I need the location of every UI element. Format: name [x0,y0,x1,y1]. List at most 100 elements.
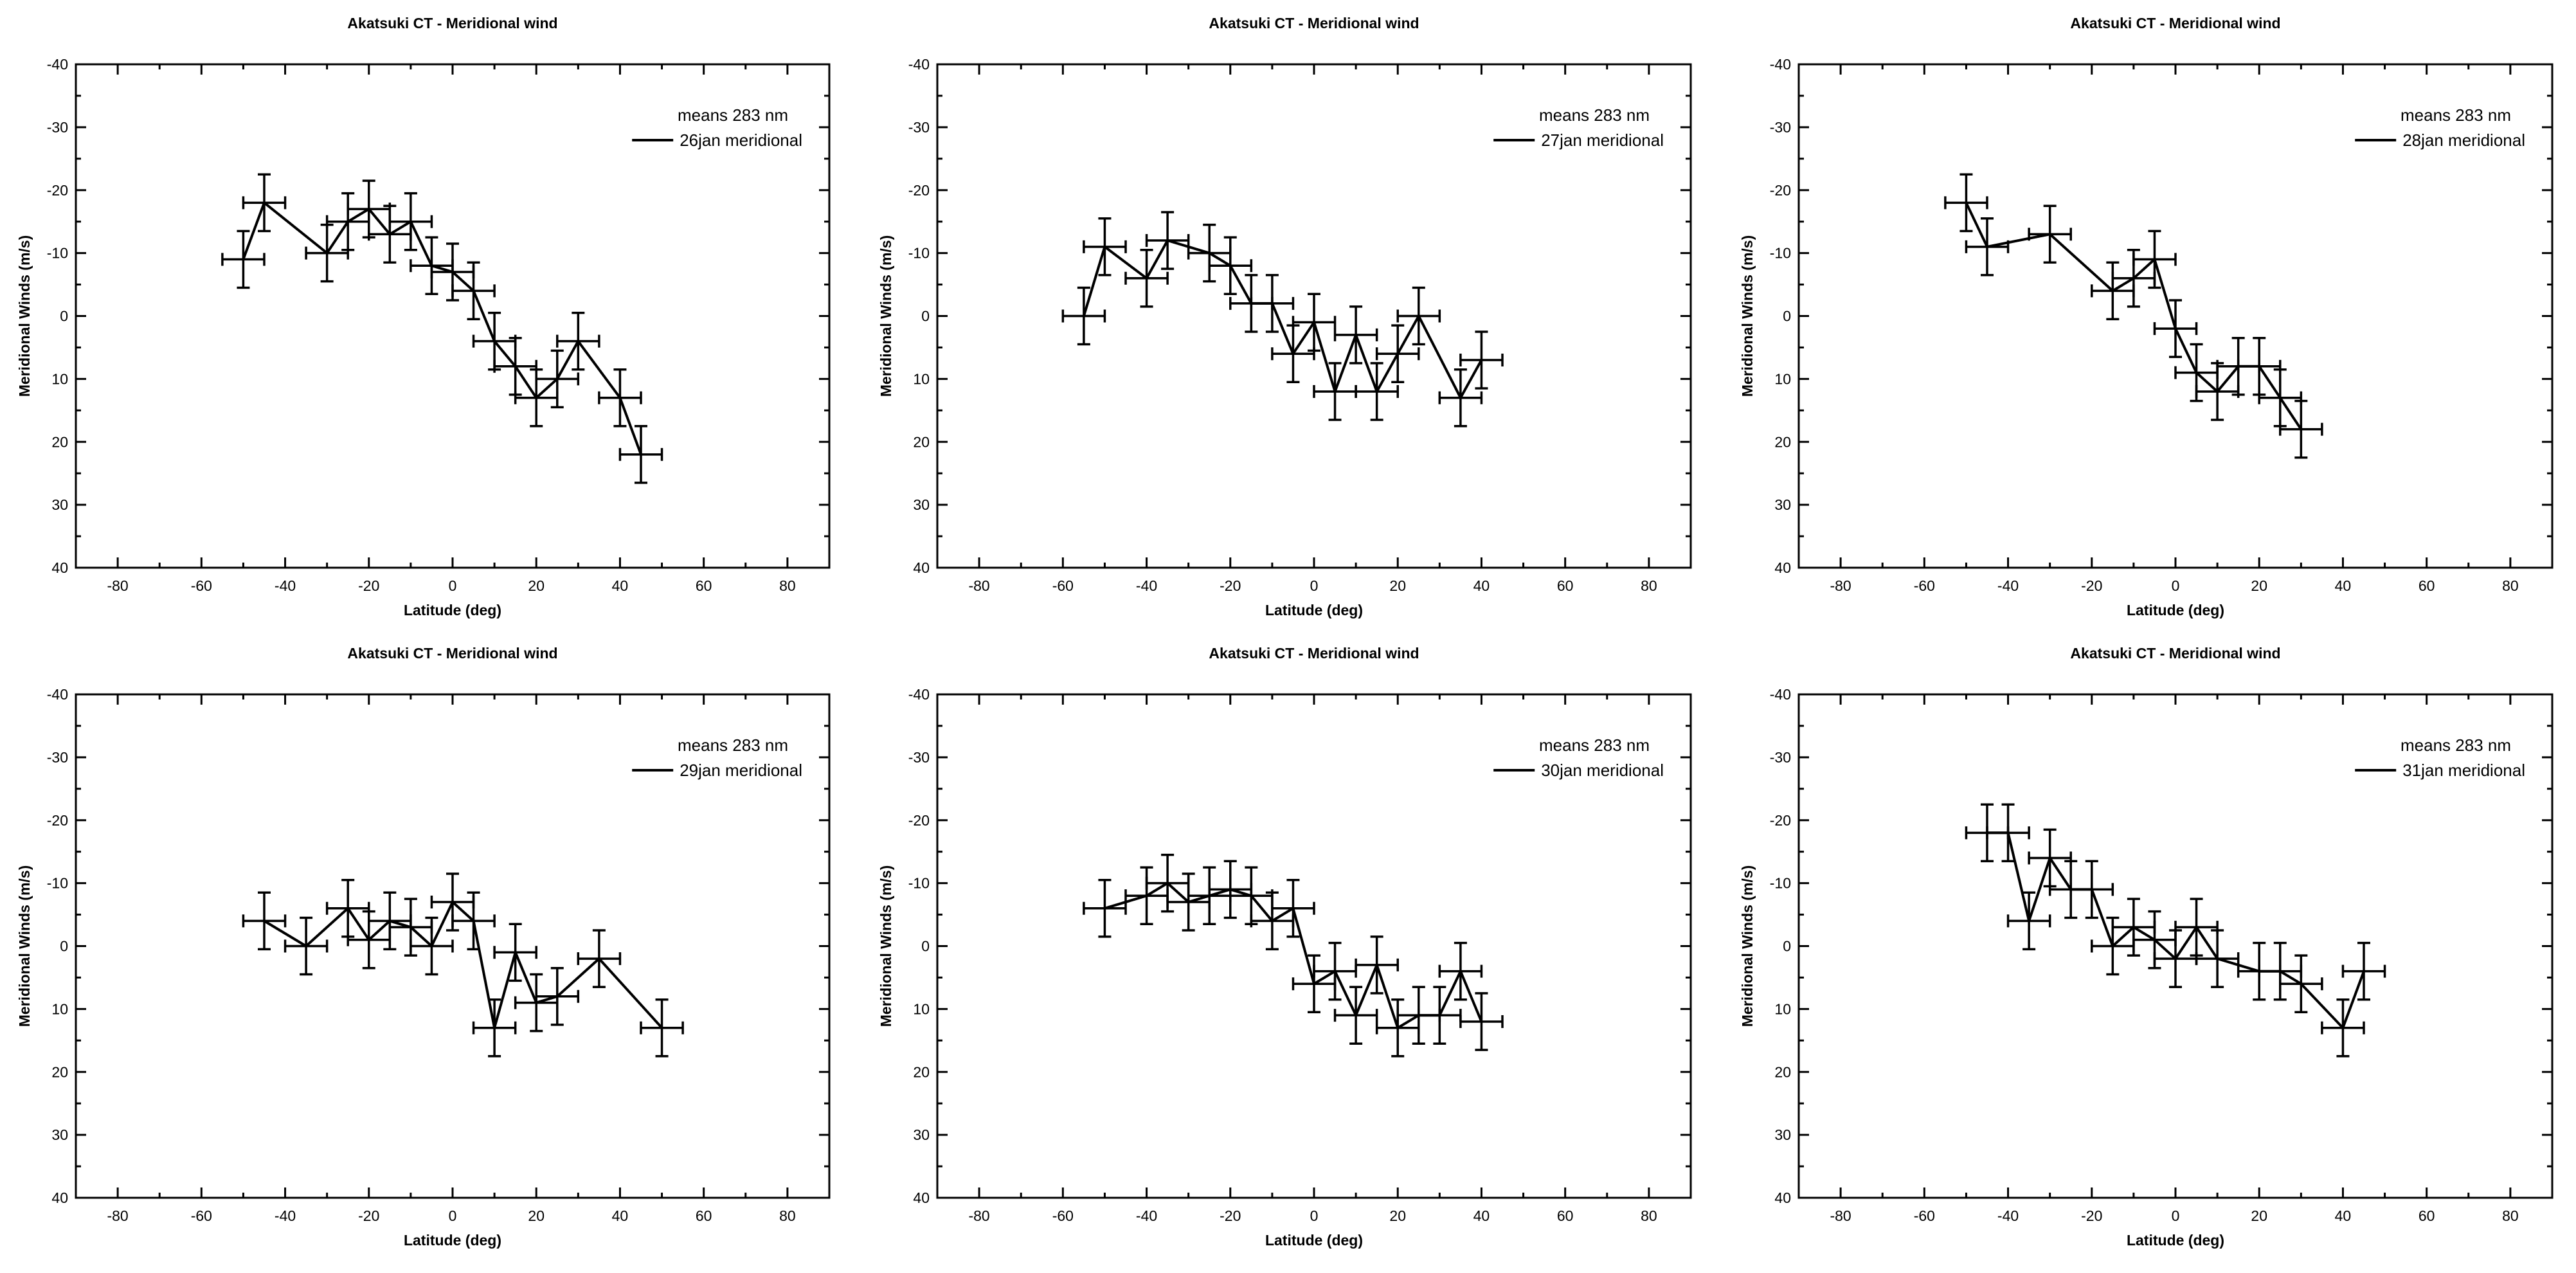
y-tick-label: 40 [913,559,930,576]
series-1 [242,872,684,1058]
data-point [1375,998,1420,1058]
x-axis-label: Latitude (deg) [1265,1232,1363,1249]
x-tick-label: 60 [2418,1207,2435,1224]
x-tick-label: -40 [275,1207,296,1224]
y-axis-label: Meridional Winds (m/s) [16,235,33,397]
y-tick-label: 10 [51,370,68,387]
data-point [410,916,454,976]
y-tick-label: 20 [51,1063,68,1080]
legend: means 283 nm 29jan meridional [632,736,802,780]
x-tick-label: -60 [191,577,212,594]
x-tick-label: 60 [1557,1207,1574,1224]
legend-title: means 283 nm [2400,105,2511,125]
data-point [2341,941,2386,1001]
x-tick-label: -60 [1914,577,1935,594]
y-tick-label: -20 [1770,182,1791,199]
y-tick-label: 10 [1774,370,1791,387]
legend-title: means 283 nm [1539,105,1650,125]
legend-entry-label: 26jan meridional [680,131,802,150]
data-point [2153,299,2198,358]
y-tick-label: 0 [60,308,68,325]
data-point [535,967,580,1026]
y-tick-label: 10 [913,1000,930,1017]
legend-entry-label: 31jan meridional [2402,761,2525,780]
data-point [598,368,642,428]
data-point [1083,878,1127,938]
y-tick-label: -20 [908,812,930,829]
x-tick-label: 60 [2418,577,2435,594]
x-tick-label: -20 [1220,1207,1241,1224]
data-point [2006,891,2051,951]
legend-title: means 283 nm [1539,736,1650,755]
y-tick-label: -40 [908,686,930,703]
data-point [1396,286,1441,346]
x-tick-label: 80 [1641,577,1657,594]
chart-title: Akatsuki CT - Meridional wind [347,645,557,662]
legend: means 283 nm 31jan meridional [2355,736,2525,780]
y-tick-label: -30 [908,749,930,766]
data-point [472,998,517,1058]
x-tick-label: -40 [1136,577,1157,594]
series-1 [1061,211,1504,428]
chart-title: Akatsuki CT - Meridional wind [1209,645,1419,662]
x-tick-label: 20 [2251,1207,2267,1224]
x-tick-label: 40 [2335,1207,2352,1224]
x-tick-label: -60 [1052,577,1074,594]
data-point [1459,992,1504,1051]
y-tick-label: 20 [1774,1063,1791,1080]
y-tick-label: -10 [1770,875,1791,892]
x-tick-label: -80 [1830,1207,1851,1224]
y-tick-label: -40 [1770,686,1791,703]
y-tick-label: -40 [1770,56,1791,73]
chart-panel-2: Akatsuki CT - Meridional wind -40 -30 -20 -1… [878,15,1692,618]
data-point [1250,274,1295,333]
legend-title: means 283 nm [678,105,788,125]
series-line [1082,239,1483,401]
data-point [1438,368,1483,428]
data-point [1124,248,1169,308]
x-tick-label: 0 [1310,1207,1319,1224]
data-point [535,349,580,409]
x-tick-label: 40 [1473,1207,1490,1224]
data-point [1061,286,1106,346]
y-tick-label: 30 [913,496,930,513]
x-tick-label: 80 [1641,1207,1657,1224]
x-axis-label: Latitude (deg) [404,1232,501,1249]
legend-title: means 283 nm [678,736,788,755]
data-point [1333,305,1378,365]
x-tick-label: 0 [449,577,457,594]
x-axis-label: Latitude (deg) [2127,1232,2224,1249]
data-point [2195,929,2240,988]
x-tick-label: 40 [612,577,629,594]
y-tick-label: 30 [913,1126,930,1143]
x-axis-label: Latitude (deg) [1265,602,1363,618]
x-tick-label: 20 [1389,577,1406,594]
data-point [2279,399,2323,459]
x-tick-label: 0 [2172,577,2180,594]
x-tick-label: -20 [1220,577,1241,594]
y-tick-label: 10 [1774,1000,1791,1017]
x-tick-label: -40 [1997,1207,2019,1224]
data-point [1271,324,1315,384]
x-tick-label: -80 [968,577,989,594]
data-point [1986,803,2030,863]
data-point [1124,866,1169,925]
x-tick-label: 20 [2251,577,2267,594]
y-tick-label: 20 [913,433,930,450]
y-tick-label: 20 [1774,433,1791,450]
chart-panel-4: Akatsuki CT - Meridional wind -40 -30 -20 -1… [16,645,831,1249]
data-point [1438,941,1483,1001]
series-1 [221,173,663,484]
data-point [618,425,663,484]
x-tick-label: -20 [358,577,379,594]
x-tick-label: -60 [191,1207,212,1224]
data-point [2028,204,2072,264]
data-point [1313,941,1357,1001]
legend-title: means 283 nm [2400,736,2511,755]
y-tick-label: -10 [47,245,68,262]
y-tick-label: -10 [1770,245,1791,262]
data-point [2321,998,2365,1058]
x-tick-label: 0 [1310,577,1319,594]
data-point [1187,223,1232,283]
data-point [451,261,496,321]
